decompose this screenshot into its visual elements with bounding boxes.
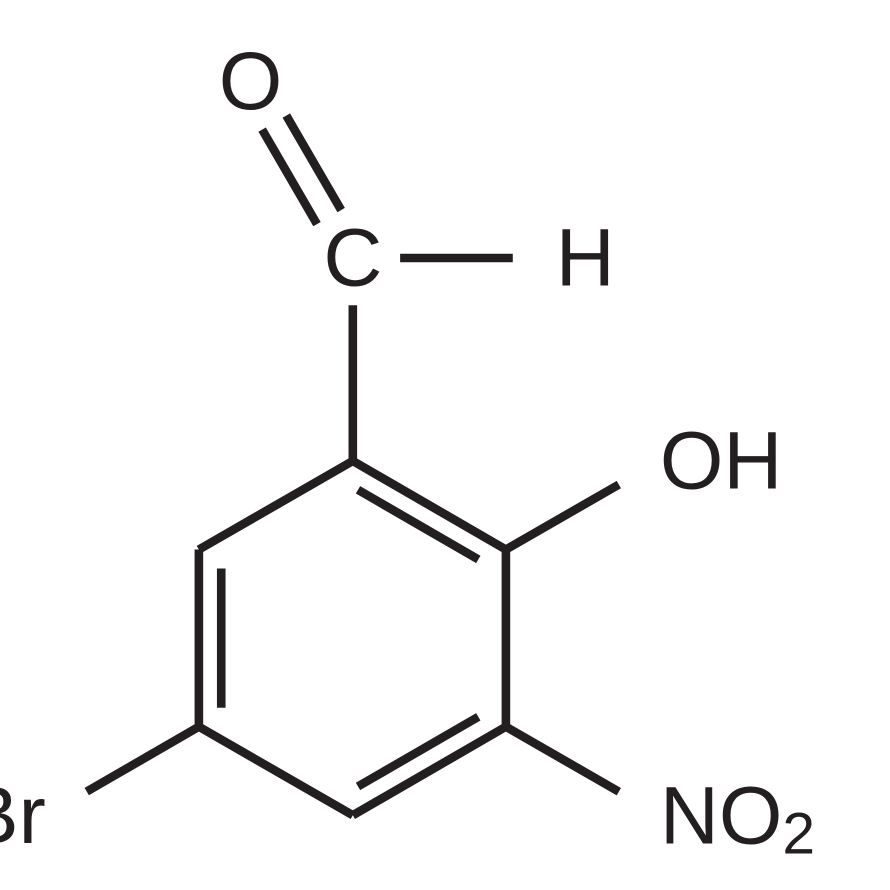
chemical-structure-diagram: OC H OH NO2 Br <box>0 0 890 890</box>
atom-label-Br: Br <box>0 770 46 861</box>
atom-label-C_aldehyde: C <box>323 213 382 304</box>
atom-label-NO2: NO2 <box>660 770 815 866</box>
atom-label-O_carbonyl: O <box>219 36 283 127</box>
atom-label-OH: OH <box>660 415 783 506</box>
atom-label-H_aldehyde: H <box>556 213 615 304</box>
